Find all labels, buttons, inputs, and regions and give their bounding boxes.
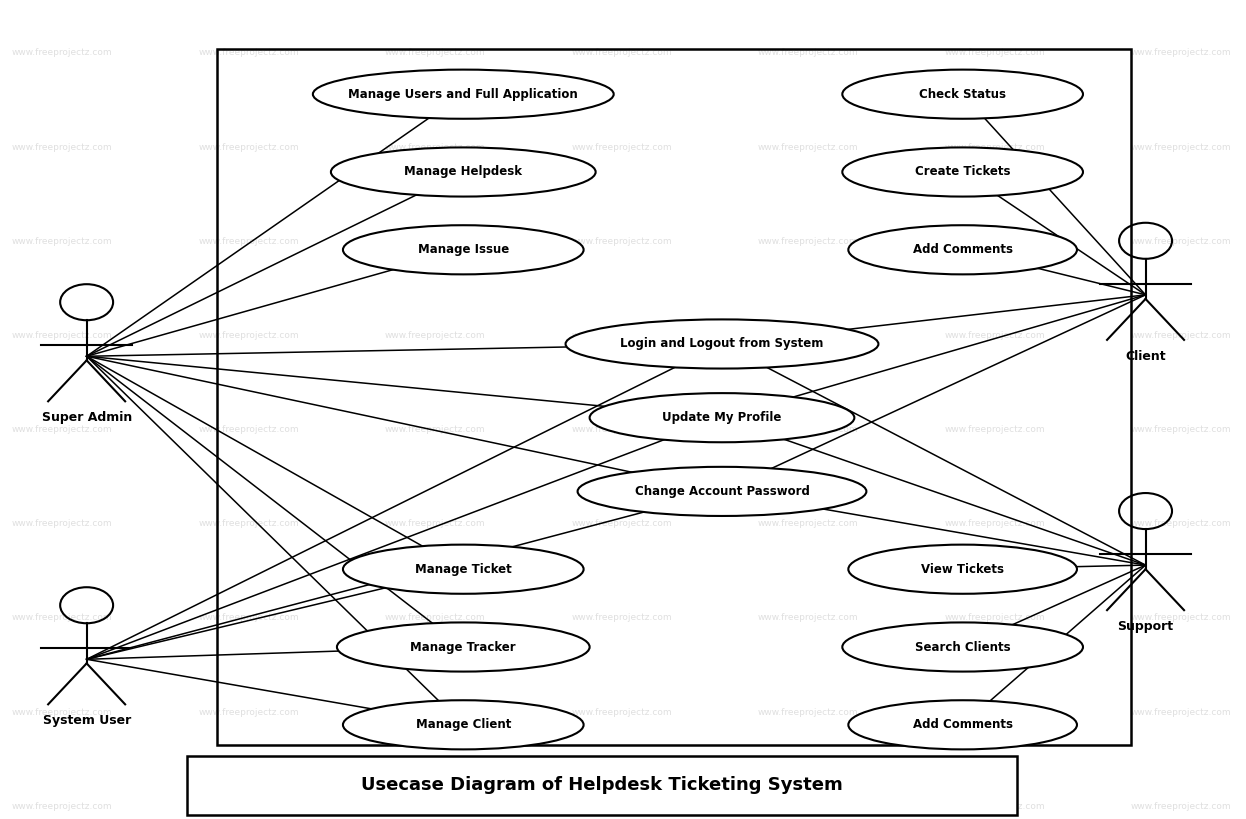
Ellipse shape [331,147,596,197]
Text: www.freeprojectz.com: www.freeprojectz.com [1131,331,1232,340]
Text: www.freeprojectz.com: www.freeprojectz.com [1131,237,1232,246]
Text: www.freeprojectz.com: www.freeprojectz.com [12,48,112,57]
Text: www.freeprojectz.com: www.freeprojectz.com [1131,425,1232,434]
Text: www.freeprojectz.com: www.freeprojectz.com [198,48,299,57]
Text: www.freeprojectz.com: www.freeprojectz.com [572,143,672,152]
Text: Update My Profile: Update My Profile [663,411,781,424]
Text: www.freeprojectz.com: www.freeprojectz.com [385,425,486,434]
Text: www.freeprojectz.com: www.freeprojectz.com [572,802,672,811]
Text: www.freeprojectz.com: www.freeprojectz.com [385,237,486,246]
Text: www.freeprojectz.com: www.freeprojectz.com [758,802,858,811]
Ellipse shape [849,545,1077,594]
Text: www.freeprojectz.com: www.freeprojectz.com [1131,708,1232,717]
Text: Client: Client [1125,350,1166,363]
Text: www.freeprojectz.com: www.freeprojectz.com [944,331,1045,340]
Ellipse shape [842,147,1083,197]
Text: www.freeprojectz.com: www.freeprojectz.com [385,143,486,152]
Text: System User: System User [42,714,131,727]
Text: Usecase Diagram of Helpdesk Ticketing System: Usecase Diagram of Helpdesk Ticketing Sy… [361,776,842,794]
Text: www.freeprojectz.com: www.freeprojectz.com [198,708,299,717]
Text: Add Comments: Add Comments [912,718,1013,731]
Text: www.freeprojectz.com: www.freeprojectz.com [944,143,1045,152]
Text: www.freeprojectz.com: www.freeprojectz.com [758,237,858,246]
Text: www.freeprojectz.com: www.freeprojectz.com [572,237,672,246]
Text: www.freeprojectz.com: www.freeprojectz.com [198,143,299,152]
Text: Manage Tracker: Manage Tracker [410,640,516,654]
Text: www.freeprojectz.com: www.freeprojectz.com [12,425,112,434]
Ellipse shape [842,622,1083,672]
Text: Add Comments: Add Comments [912,243,1013,256]
Text: www.freeprojectz.com: www.freeprojectz.com [944,613,1045,622]
Ellipse shape [313,70,614,119]
Text: Check Status: Check Status [920,88,1007,101]
Text: www.freeprojectz.com: www.freeprojectz.com [758,708,858,717]
Text: www.freeprojectz.com: www.freeprojectz.com [198,425,299,434]
Ellipse shape [336,622,589,672]
Text: www.freeprojectz.com: www.freeprojectz.com [758,143,858,152]
Ellipse shape [578,467,866,516]
Text: www.freeprojectz.com: www.freeprojectz.com [198,331,299,340]
Text: www.freeprojectz.com: www.freeprojectz.com [385,613,486,622]
Text: www.freeprojectz.com: www.freeprojectz.com [758,613,858,622]
Text: www.freeprojectz.com: www.freeprojectz.com [758,331,858,340]
Text: www.freeprojectz.com: www.freeprojectz.com [1131,519,1232,528]
Text: www.freeprojectz.com: www.freeprojectz.com [12,237,112,246]
Text: www.freeprojectz.com: www.freeprojectz.com [944,48,1045,57]
Text: www.freeprojectz.com: www.freeprojectz.com [385,519,486,528]
Text: www.freeprojectz.com: www.freeprojectz.com [944,425,1045,434]
Text: www.freeprojectz.com: www.freeprojectz.com [572,708,672,717]
Text: www.freeprojectz.com: www.freeprojectz.com [198,613,299,622]
Text: Change Account Password: Change Account Password [634,485,810,498]
Text: www.freeprojectz.com: www.freeprojectz.com [12,613,112,622]
Text: www.freeprojectz.com: www.freeprojectz.com [1131,143,1232,152]
Text: Manage Client: Manage Client [416,718,511,731]
Text: www.freeprojectz.com: www.freeprojectz.com [572,331,672,340]
Text: www.freeprojectz.com: www.freeprojectz.com [944,708,1045,717]
Text: www.freeprojectz.com: www.freeprojectz.com [572,613,672,622]
Text: Manage Ticket: Manage Ticket [415,563,512,576]
Text: www.freeprojectz.com: www.freeprojectz.com [944,802,1045,811]
Text: Search Clients: Search Clients [915,640,1011,654]
Ellipse shape [842,70,1083,119]
Text: www.freeprojectz.com: www.freeprojectz.com [12,331,112,340]
Text: www.freeprojectz.com: www.freeprojectz.com [198,237,299,246]
Ellipse shape [343,545,583,594]
Text: www.freeprojectz.com: www.freeprojectz.com [12,519,112,528]
Text: Super Admin: Super Admin [41,411,132,424]
Text: www.freeprojectz.com: www.freeprojectz.com [572,425,672,434]
Text: Support: Support [1118,620,1174,633]
Text: Create Tickets: Create Tickets [915,165,1011,179]
Text: www.freeprojectz.com: www.freeprojectz.com [198,802,299,811]
Text: View Tickets: View Tickets [921,563,1004,576]
Ellipse shape [343,700,583,749]
Text: www.freeprojectz.com: www.freeprojectz.com [758,519,858,528]
Text: Manage Users and Full Application: Manage Users and Full Application [349,88,578,101]
Text: www.freeprojectz.com: www.freeprojectz.com [572,48,672,57]
Ellipse shape [343,225,583,274]
Text: www.freeprojectz.com: www.freeprojectz.com [12,802,112,811]
Text: Manage Helpdesk: Manage Helpdesk [404,165,522,179]
Ellipse shape [849,700,1077,749]
Ellipse shape [589,393,855,442]
Text: www.freeprojectz.com: www.freeprojectz.com [385,48,486,57]
Text: www.freeprojectz.com: www.freeprojectz.com [572,519,672,528]
FancyBboxPatch shape [187,756,1017,815]
Text: www.freeprojectz.com: www.freeprojectz.com [758,425,858,434]
Ellipse shape [849,225,1077,274]
Text: www.freeprojectz.com: www.freeprojectz.com [944,237,1045,246]
Text: www.freeprojectz.com: www.freeprojectz.com [1131,48,1232,57]
Text: www.freeprojectz.com: www.freeprojectz.com [385,802,486,811]
Text: www.freeprojectz.com: www.freeprojectz.com [1131,802,1232,811]
Text: www.freeprojectz.com: www.freeprojectz.com [12,708,112,717]
Text: www.freeprojectz.com: www.freeprojectz.com [198,519,299,528]
Text: www.freeprojectz.com: www.freeprojectz.com [758,48,858,57]
Text: www.freeprojectz.com: www.freeprojectz.com [385,708,486,717]
Text: Login and Logout from System: Login and Logout from System [621,337,824,351]
Text: www.freeprojectz.com: www.freeprojectz.com [944,519,1045,528]
Text: www.freeprojectz.com: www.freeprojectz.com [12,143,112,152]
Ellipse shape [566,319,878,369]
Text: www.freeprojectz.com: www.freeprojectz.com [385,331,486,340]
Text: Manage Issue: Manage Issue [417,243,508,256]
Text: www.freeprojectz.com: www.freeprojectz.com [1131,613,1232,622]
